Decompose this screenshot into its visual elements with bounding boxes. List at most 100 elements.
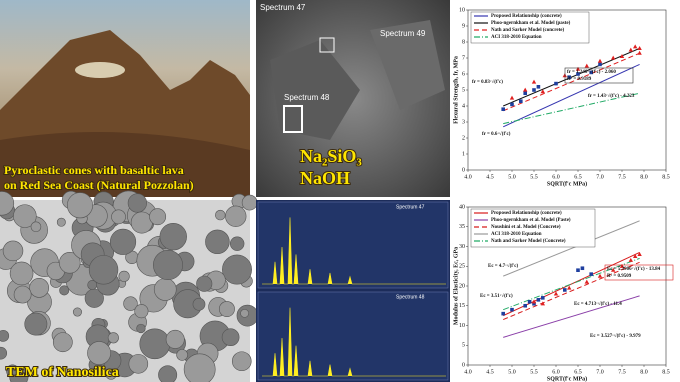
particle [119,271,130,282]
y-tick-label: 35 [459,224,465,230]
y-tick-label: 0 [462,362,465,368]
legend-label: Phoo-ngernkham et al. Model (Paste) [491,218,571,223]
tem-image [0,191,258,382]
legend-label: ACI 318-2010 Equation [491,35,542,40]
x-tick-label: 8.5 [662,174,670,180]
particle [154,278,176,300]
particle [89,255,118,284]
particle [149,209,165,225]
x-tick-label: 8.0 [640,174,648,180]
equation: fr = 1.43·√(f'c) - 4.223 [588,93,635,99]
caption: on Red Sea Coast (Natural Pozzolan) [4,178,194,192]
particle [129,354,148,373]
particle [25,313,47,335]
x-tick-label: 6.5 [574,174,582,180]
y-tick-label: 20 [459,283,465,289]
legend-label: Nath and Sarker Model (concrete) [491,28,564,33]
equation: fr = 1.246·√(f'c) - 2.060 [567,69,616,75]
y-tick-label: 4 [462,103,465,109]
x-tick-label: 7.5 [618,174,626,180]
formula: NaOH [300,168,350,188]
y-tick-label: 8 [462,39,465,45]
x-tick-label: 4.0 [464,174,472,180]
x-tick-label: 8.5 [662,369,670,375]
y-axis-label: Flexural Strength, fr, MPa [453,56,459,124]
particle [232,352,251,371]
y-tick-label: 15 [459,303,465,309]
equation: Ec = 3.51·√(f'c) [480,293,513,299]
particle [153,250,182,279]
data-point [541,296,545,300]
legend-label: Nath and Sarker Model (Concrete) [491,239,566,244]
particle [137,324,146,333]
x-tick-label: 7.0 [596,174,604,180]
particle [73,308,81,316]
legend-label: ACI 318-2010 Equation [491,232,542,237]
spectrum-label: Spectrum 47 [260,3,306,12]
x-tick-label: 6.0 [552,369,560,375]
legend-label: Proposed Relationship (concrete) [491,14,562,19]
y-tick-label: 1 [462,151,465,157]
x-tick-label: 7.0 [596,369,604,375]
legend-label: Noushini et al. Model (Concrete) [491,225,561,230]
x-tick-label: 5.0 [508,369,516,375]
y-tick-label: 9 [462,23,465,29]
figure: Pyroclastic cones with basaltic lava on … [0,0,680,382]
particle [128,194,147,213]
x-tick-label: 6.0 [552,174,560,180]
spectrum-label: Spectrum 49 [380,29,426,38]
data-point [537,85,541,89]
particle [3,241,23,261]
x-tick-label: 6.5 [574,369,582,375]
particle [160,223,187,250]
spectrum-label: Spectrum 47 [396,204,425,210]
data-point [589,272,593,276]
equation: fr = 0.6·√(f'c) [482,131,511,137]
eds-spectra: Spectrum 47 Spectrum 48 [256,200,450,382]
data-point [510,103,514,107]
y-tick-label: 0 [462,167,465,173]
x-tick-label: 4.0 [464,369,472,375]
particle [241,309,249,317]
particle [31,222,41,232]
y-tick-label: 10 [459,7,465,13]
data-point [554,82,558,86]
caption: Pyroclastic cones with basaltic lava [4,163,184,177]
particle [184,354,215,382]
spectrum-label: Spectrum 48 [396,294,425,300]
data-point [532,88,536,92]
x-tick-label: 5.5 [530,174,538,180]
y-axis-label: Modulus of Elasticity, Ec, GPa [453,247,459,325]
particle [108,333,118,343]
particle [0,330,9,341]
particle [14,286,31,303]
particle [222,329,239,346]
y-tick-label: 3 [462,119,465,125]
particle [131,212,152,233]
y-tick-label: 2 [462,135,465,141]
particle [196,276,211,291]
particle [57,218,65,226]
data-point [576,268,580,272]
equation: Ec = 4.713·√(f'c) - 11.4 [574,301,622,307]
particle [219,301,234,316]
data-point [501,312,505,316]
x-tick-label: 4.5 [486,369,494,375]
legend-label: Proposed Relationship (concrete) [491,211,562,216]
particle [135,304,148,317]
particle [177,349,188,360]
data-point [510,308,514,312]
y-tick-label: 5 [462,343,465,349]
volcano-photo: Pyroclastic cones with basaltic lava on … [0,0,250,197]
y-tick-label: 30 [459,244,465,250]
particle [140,329,170,359]
data-point [598,63,602,67]
equation: Ec = 4.7·√(f'c) [488,263,519,269]
sem-image: Spectrum 47 Spectrum 49 Spectrum 48 Na₂S… [256,0,450,197]
data-point [501,107,505,111]
particle [60,286,69,295]
y-tick-label: 6 [462,71,465,77]
particle [215,210,225,220]
x-tick-label: 4.5 [486,174,494,180]
particle [225,206,246,227]
